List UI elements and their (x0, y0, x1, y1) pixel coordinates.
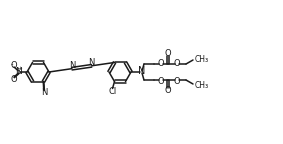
Text: O: O (174, 76, 180, 86)
Text: O: O (11, 60, 17, 70)
Text: O: O (165, 86, 171, 95)
Text: -: - (11, 61, 13, 67)
Text: N: N (69, 61, 75, 70)
Text: +: + (17, 66, 22, 71)
Text: O: O (158, 58, 164, 68)
Text: N: N (138, 66, 145, 76)
Text: N: N (88, 58, 95, 67)
Text: Cl: Cl (108, 87, 117, 96)
Text: N: N (41, 88, 48, 97)
Text: CH₃: CH₃ (195, 80, 209, 90)
Text: CH₃: CH₃ (195, 54, 209, 64)
Text: N: N (15, 68, 22, 76)
Text: O: O (165, 49, 171, 58)
Text: O: O (174, 58, 180, 68)
Text: O: O (158, 76, 164, 86)
Text: O: O (11, 74, 17, 84)
